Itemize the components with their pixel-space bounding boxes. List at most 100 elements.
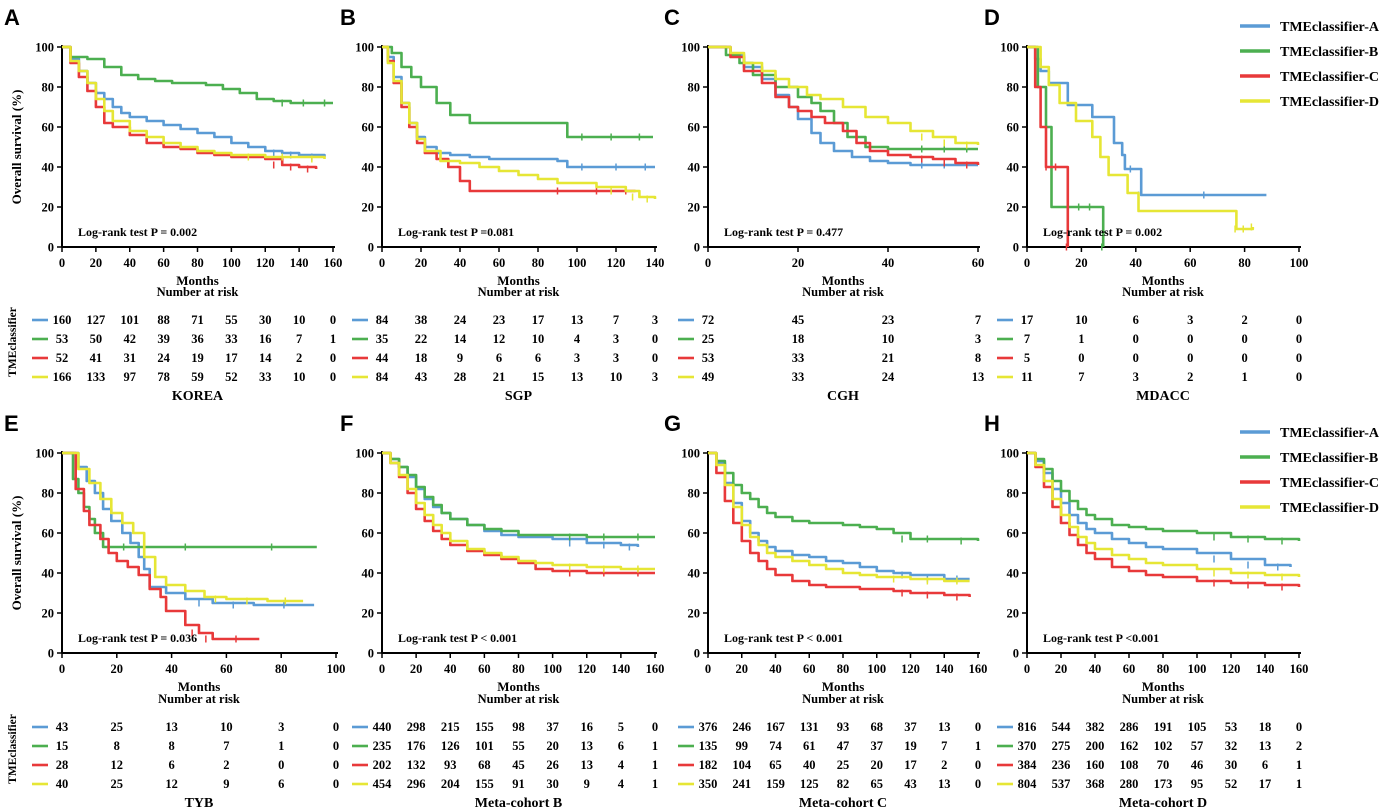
y-tick-label: 20 bbox=[362, 607, 375, 621]
risk-count: 3 bbox=[1133, 370, 1139, 384]
risk-count: 10 bbox=[220, 720, 233, 734]
x-tick-label: 60 bbox=[803, 662, 816, 676]
panel-letter: C bbox=[664, 5, 680, 30]
risk-count: 91 bbox=[512, 777, 525, 791]
risk-count: 53 bbox=[702, 351, 715, 365]
risk-count: 160 bbox=[1086, 758, 1105, 772]
y-tick-label: 0 bbox=[694, 647, 700, 661]
panel-letter: B bbox=[340, 5, 356, 30]
risk-count: 104 bbox=[732, 758, 752, 772]
y-tick-label: 0 bbox=[368, 647, 374, 661]
x-tick-label: 100 bbox=[867, 662, 886, 676]
x-tick-label: 100 bbox=[222, 256, 241, 270]
risk-title: Number at risk bbox=[478, 285, 560, 299]
legend-label: TMEclassifier-A bbox=[1280, 20, 1380, 35]
y-tick-label: 100 bbox=[1000, 447, 1019, 461]
risk-count: 7 bbox=[1078, 370, 1084, 384]
x-axis-label: Months bbox=[178, 679, 221, 694]
survival-curve-c bbox=[382, 451, 655, 575]
cohort-name: Meta-cohort B bbox=[475, 796, 562, 808]
y-tick-label: 100 bbox=[355, 41, 374, 55]
survival-curve-d bbox=[708, 45, 980, 145]
risk-title: Number at risk bbox=[478, 692, 560, 706]
panel-letter: G bbox=[664, 411, 681, 436]
x-tick-label: 40 bbox=[882, 256, 895, 270]
risk-count: 162 bbox=[1120, 739, 1139, 753]
legend-label: TMEclassifier-D bbox=[1280, 501, 1379, 516]
risk-count: 3 bbox=[613, 351, 619, 365]
x-axis-label: Months bbox=[1142, 273, 1185, 288]
risk-count: 298 bbox=[407, 720, 426, 734]
y-tick-label: 100 bbox=[681, 41, 700, 55]
risk-count: 13 bbox=[581, 758, 594, 772]
y-tick-label: 100 bbox=[1000, 41, 1019, 55]
risk-count: 10 bbox=[532, 332, 545, 346]
y-tick-label: 20 bbox=[1007, 201, 1020, 215]
risk-count: 0 bbox=[333, 758, 339, 772]
x-tick-label: 80 bbox=[1157, 662, 1170, 676]
risk-count: 236 bbox=[1052, 758, 1071, 772]
x-tick-label: 0 bbox=[1024, 256, 1030, 270]
risk-count: 72 bbox=[702, 313, 715, 327]
risk-count: 173 bbox=[1154, 777, 1173, 791]
risk-count: 135 bbox=[699, 739, 718, 753]
risk-count: 2 bbox=[223, 758, 229, 772]
risk-count: 286 bbox=[1120, 720, 1139, 734]
x-tick-label: 0 bbox=[1024, 662, 1030, 676]
risk-count: 0 bbox=[1078, 351, 1084, 365]
cohort-name: MDACC bbox=[1136, 389, 1190, 404]
risk-count: 101 bbox=[475, 739, 494, 753]
risk-count: 19 bbox=[191, 351, 204, 365]
risk-count: 0 bbox=[1187, 332, 1193, 346]
risk-count: 17 bbox=[904, 758, 917, 772]
risk-count: 1 bbox=[652, 777, 658, 791]
risk-count: 0 bbox=[975, 777, 981, 791]
x-tick-label: 80 bbox=[275, 662, 288, 676]
survival-curve-c bbox=[1027, 45, 1070, 247]
risk-count: 12 bbox=[165, 777, 178, 791]
risk-count: 7 bbox=[941, 739, 947, 753]
risk-count: 5 bbox=[1024, 351, 1030, 365]
x-tick-label: 0 bbox=[59, 256, 65, 270]
x-tick-label: 60 bbox=[1123, 662, 1136, 676]
x-tick-label: 40 bbox=[454, 256, 467, 270]
x-tick-label: 100 bbox=[543, 662, 562, 676]
risk-count: 202 bbox=[373, 758, 392, 772]
risk-count: 65 bbox=[769, 758, 782, 772]
y-tick-label: 0 bbox=[48, 647, 54, 661]
risk-count: 155 bbox=[475, 777, 494, 791]
x-tick-label: 20 bbox=[736, 662, 749, 676]
risk-count: 382 bbox=[1086, 720, 1105, 734]
risk-count: 0 bbox=[975, 720, 981, 734]
x-tick-label: 140 bbox=[935, 662, 954, 676]
x-tick-label: 20 bbox=[111, 662, 124, 676]
logrank-pvalue: Log-rank test P <0.001 bbox=[1043, 631, 1159, 645]
risk-count: 0 bbox=[1296, 720, 1302, 734]
risk-count: 1 bbox=[975, 739, 981, 753]
risk-count: 200 bbox=[1086, 739, 1105, 753]
risk-title: Number at risk bbox=[158, 692, 240, 706]
panel-letter: D bbox=[984, 5, 1000, 30]
risk-count: 0 bbox=[1296, 351, 1302, 365]
risk-count: 10 bbox=[882, 332, 895, 346]
y-tick-label: 80 bbox=[1007, 487, 1020, 501]
risk-count: 7 bbox=[613, 313, 619, 327]
risk-count: 65 bbox=[871, 777, 884, 791]
risk-count: 0 bbox=[975, 758, 981, 772]
risk-side-label: TMEclassifier bbox=[7, 307, 19, 377]
risk-count: 1 bbox=[1078, 332, 1084, 346]
y-tick-label: 60 bbox=[42, 527, 55, 541]
risk-count: 88 bbox=[157, 313, 170, 327]
risk-count: 50 bbox=[90, 332, 103, 346]
survival-curve-a bbox=[1027, 45, 1267, 197]
x-tick-label: 0 bbox=[705, 662, 711, 676]
risk-count: 2 bbox=[1241, 313, 1247, 327]
risk-count: 4 bbox=[618, 777, 625, 791]
risk-count: 537 bbox=[1052, 777, 1071, 791]
survival-curve-c bbox=[1027, 451, 1301, 587]
y-tick-label: 60 bbox=[362, 121, 375, 135]
panel-c: C 0 20 40 60 80 100 0 20 40 60 Months Log-rank test … bbox=[664, 5, 984, 404]
risk-count: 98 bbox=[512, 720, 525, 734]
